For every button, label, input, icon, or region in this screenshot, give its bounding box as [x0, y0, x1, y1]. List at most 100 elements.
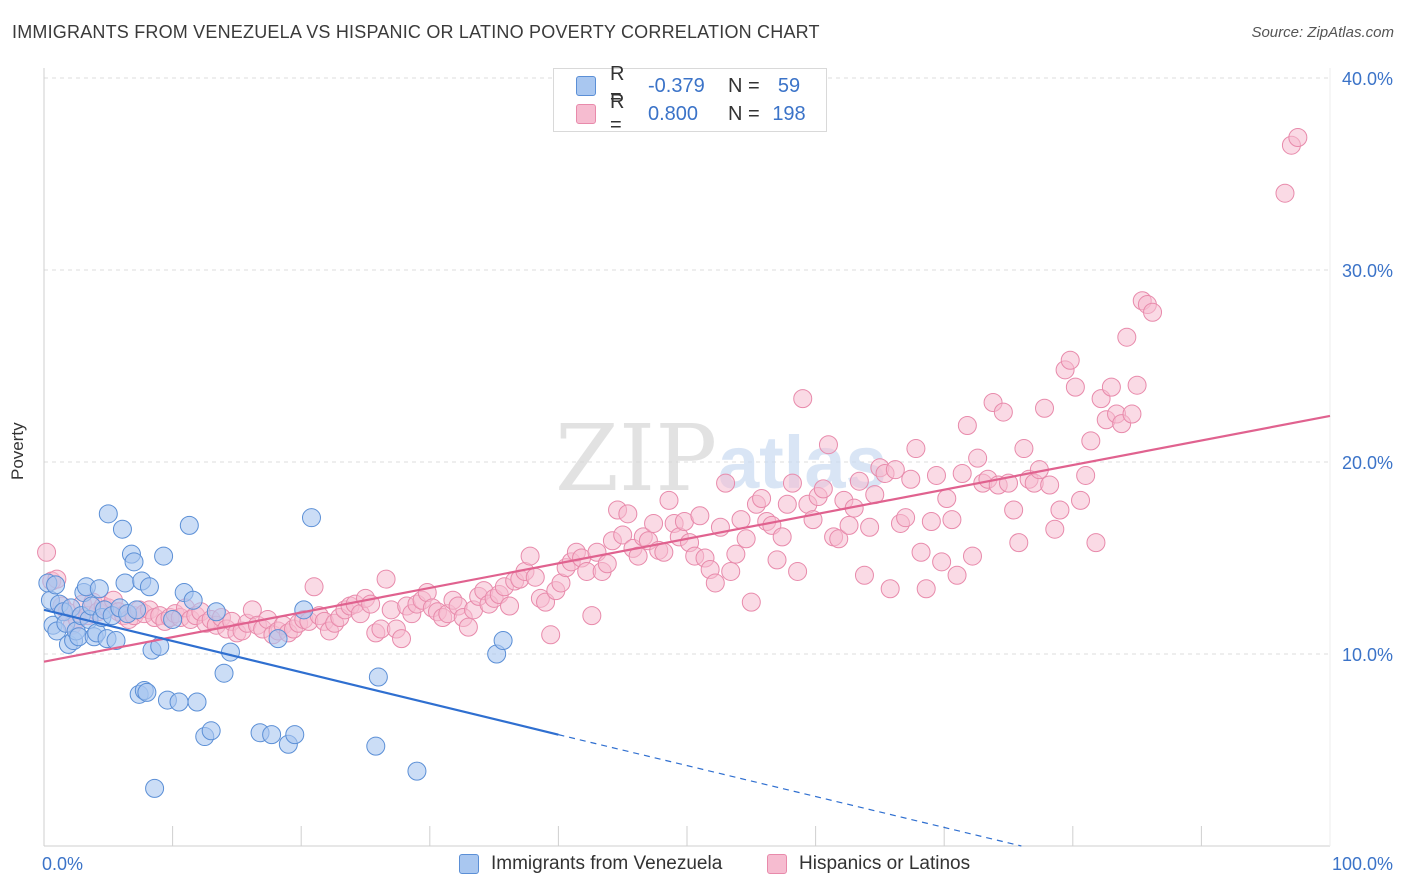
- data-point-venezuela: [220, 642, 240, 662]
- axes: [43, 68, 1331, 847]
- legend-label-hispanics: Hispanics or Latinos: [799, 853, 971, 874]
- data-point-venezuela: [139, 577, 159, 597]
- data-point-venezuela: [206, 602, 226, 622]
- data-point-hispanics: [1060, 350, 1080, 370]
- data-point-hispanics: [1122, 404, 1142, 424]
- data-point-hispanics: [777, 494, 797, 514]
- x-tick-label-min: 0.0%: [42, 854, 83, 874]
- data-point-venezuela: [112, 519, 132, 539]
- legend-swatch-hispanics: [767, 854, 787, 874]
- data-point-hispanics: [458, 617, 478, 637]
- data-point-venezuela: [106, 631, 126, 651]
- data-point-hispanics: [1081, 431, 1101, 451]
- data-point-hispanics: [957, 416, 977, 436]
- data-point-venezuela: [137, 682, 157, 702]
- data-point-venezuela: [169, 692, 189, 712]
- data-point-hispanics: [716, 473, 736, 493]
- data-point-hispanics: [916, 579, 936, 599]
- data-point-hispanics: [541, 625, 561, 645]
- data-point-venezuela: [201, 721, 221, 741]
- data-point-hispanics: [597, 554, 617, 574]
- watermark-atlas: atlas: [718, 421, 887, 504]
- data-point-venezuela: [214, 663, 234, 683]
- data-point-hispanics: [731, 510, 751, 530]
- legend-item-hispanics[interactable]: Hispanics or Latinos: [767, 851, 970, 877]
- data-point-hispanics: [962, 546, 982, 566]
- data-point-hispanics: [911, 542, 931, 562]
- trend-line-venezuela: [43, 608, 559, 736]
- data-point-venezuela: [46, 575, 66, 595]
- y-tick-label: 10.0%: [1342, 645, 1393, 665]
- data-point-venezuela: [124, 552, 144, 572]
- data-point-venezuela: [115, 573, 135, 593]
- data-point-hispanics: [993, 402, 1013, 422]
- stats-row-venezuela: R = -0.379 N = 59: [576, 63, 814, 108]
- y-axis-label: Poverty: [8, 422, 27, 480]
- legend-swatch-hispanics: [576, 104, 596, 124]
- data-point-hispanics: [1127, 375, 1147, 395]
- data-point-hispanics: [376, 569, 396, 589]
- data-point-venezuela: [366, 736, 386, 756]
- legend-swatch-venezuela: [576, 76, 596, 96]
- x-tick-label-max: 100.0%: [1332, 854, 1393, 874]
- stats-row-hispanics: R = 0.800 N = 198: [576, 91, 814, 136]
- trend-line-venezuela-extension: [558, 734, 1022, 847]
- data-point-hispanics: [849, 471, 869, 491]
- data-point-hispanics: [813, 479, 833, 499]
- data-point-hispanics: [818, 435, 838, 455]
- data-point-hispanics: [582, 606, 602, 626]
- data-point-venezuela: [127, 600, 147, 620]
- n-label: N =: [728, 102, 760, 125]
- data-point-hispanics: [1071, 490, 1091, 510]
- data-point-hispanics: [392, 629, 412, 649]
- data-point-hispanics: [1086, 533, 1106, 553]
- data-point-hispanics: [901, 469, 921, 489]
- data-point-venezuela: [268, 629, 288, 649]
- data-point-venezuela: [183, 590, 203, 610]
- data-point-hispanics: [1275, 183, 1295, 203]
- data-point-hispanics: [736, 529, 756, 549]
- data-point-hispanics: [1009, 533, 1029, 553]
- data-point-hispanics: [906, 439, 926, 459]
- data-point-venezuela: [368, 667, 388, 687]
- r-value: 0.800: [648, 102, 699, 125]
- data-point-hispanics: [1004, 500, 1024, 520]
- data-point-hispanics: [1101, 377, 1121, 397]
- data-point-venezuela: [187, 692, 207, 712]
- trend-lines: [43, 414, 1331, 847]
- data-point-hispanics: [1035, 398, 1055, 418]
- data-point-hispanics: [741, 592, 761, 612]
- tick-labels: 10.0% 20.0% 30.0% 40.0% 0.0% 100.0%: [42, 69, 1393, 874]
- data-point-hispanics: [926, 465, 946, 485]
- data-point-hispanics: [767, 550, 787, 570]
- stats-legend: R = -0.379 N = 59 R = 0.800 N = 198: [553, 63, 827, 136]
- data-point-hispanics: [829, 529, 849, 549]
- data-point-venezuela: [145, 778, 165, 798]
- data-point-hispanics: [500, 596, 520, 616]
- data-point-hispanics: [1040, 475, 1060, 495]
- legend-item-venezuela[interactable]: Immigrants from Venezuela: [459, 851, 722, 877]
- data-point-hispanics: [1050, 500, 1070, 520]
- data-point-hispanics: [1045, 519, 1065, 539]
- data-point-venezuela: [163, 609, 183, 629]
- r-label: R =: [610, 91, 625, 136]
- chart-title: IMMIGRANTS FROM VENEZUELA VS HISPANIC OR…: [12, 22, 820, 42]
- data-point-hispanics: [613, 525, 633, 545]
- data-point-hispanics: [782, 473, 802, 493]
- data-point-venezuela: [98, 504, 118, 524]
- watermark-zip: ZIP: [555, 405, 717, 512]
- data-point-hispanics: [1065, 377, 1085, 397]
- series-hispanics-points: [37, 128, 1308, 649]
- r-value: -0.379: [648, 74, 705, 97]
- data-point-hispanics: [942, 510, 962, 530]
- legend-label-venezuela: Immigrants from Venezuela: [491, 853, 723, 874]
- data-point-hispanics: [854, 565, 874, 585]
- data-point-hispanics: [896, 508, 916, 528]
- n-value: 198: [772, 102, 806, 125]
- data-point-hispanics: [618, 504, 638, 524]
- data-point-hispanics: [1014, 439, 1034, 459]
- r-label: R =: [610, 63, 625, 108]
- data-point-venezuela: [301, 508, 321, 528]
- data-point-hispanics: [793, 389, 813, 409]
- data-point-hispanics: [1288, 128, 1308, 148]
